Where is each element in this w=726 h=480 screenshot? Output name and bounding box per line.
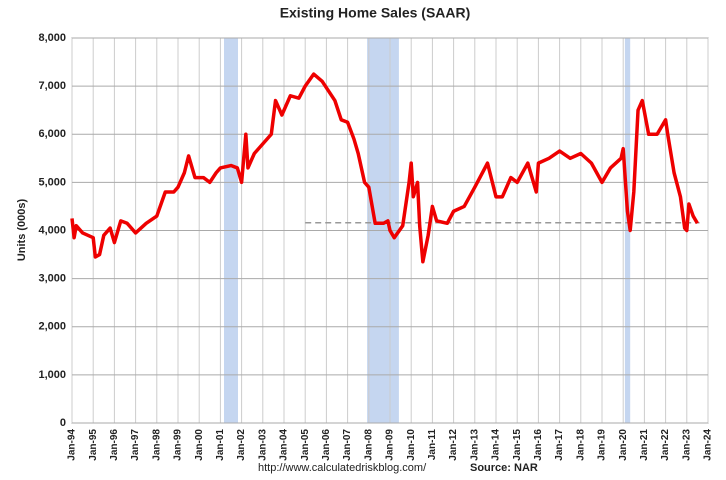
- x-tick-label: Jan-98: [151, 429, 162, 461]
- x-tick-label: Jan-08: [363, 429, 374, 461]
- x-tick-label: Jan-12: [448, 429, 459, 461]
- x-tick-label: Jan-10: [406, 429, 417, 461]
- x-tick-label: Jan-94: [67, 429, 78, 461]
- x-tick-label: Jan-01: [215, 429, 226, 461]
- x-tick-label: Jan-02: [236, 429, 247, 461]
- y-tick-label: 0: [60, 417, 66, 429]
- y-tick-label: 6,000: [38, 128, 66, 140]
- y-tick-label: 2,000: [38, 321, 66, 333]
- x-tick-label: Jan-95: [88, 429, 99, 461]
- source-note: Source: NAR: [470, 462, 538, 474]
- x-tick-label: Jan-97: [130, 429, 141, 461]
- x-tick-label: Jan-19: [597, 429, 608, 461]
- x-tick-label: Jan-99: [173, 429, 184, 461]
- y-tick-label: 3,000: [38, 273, 66, 285]
- x-tick-label: Jan-09: [385, 429, 396, 461]
- x-tick-label: Jan-07: [342, 429, 353, 461]
- y-tick-label: 7,000: [38, 80, 66, 92]
- y-axis-label: Units (000s): [16, 198, 28, 261]
- chart-title: Existing Home Sales (SAAR): [280, 5, 471, 21]
- x-tick-label: Jan-11: [427, 429, 438, 461]
- y-tick-label: 4,000: [38, 224, 66, 236]
- x-tick-label: Jan-05: [300, 429, 311, 461]
- y-tick-label: 5,000: [38, 176, 66, 188]
- x-tick-label: Jan-06: [321, 429, 332, 461]
- x-tick-label: Jan-13: [469, 429, 480, 461]
- x-tick-label: Jan-16: [533, 429, 544, 461]
- x-tick-label: Jan-18: [575, 429, 586, 461]
- x-tick-label: Jan-03: [257, 429, 268, 461]
- x-tick-label: Jan-24: [703, 429, 714, 461]
- x-tick-label: Jan-21: [639, 429, 650, 461]
- x-tick-label: Jan-17: [554, 429, 565, 461]
- y-tick-label: 1,000: [38, 369, 66, 381]
- x-tick-label: Jan-96: [109, 429, 120, 461]
- y-tick-label: 8,000: [38, 32, 66, 44]
- x-tick-label: Jan-20: [618, 429, 629, 461]
- source-url: http://www.calculatedriskblog.com/: [258, 462, 427, 474]
- x-tick-label: Jan-00: [194, 429, 205, 461]
- x-tick-label: Jan-23: [681, 429, 692, 461]
- data-line: [70, 72, 699, 264]
- x-tick-label: Jan-14: [491, 429, 502, 461]
- x-tick-label: Jan-15: [512, 429, 523, 461]
- x-tick-label: Jan-22: [660, 429, 671, 461]
- x-tick-label: Jan-04: [279, 429, 290, 461]
